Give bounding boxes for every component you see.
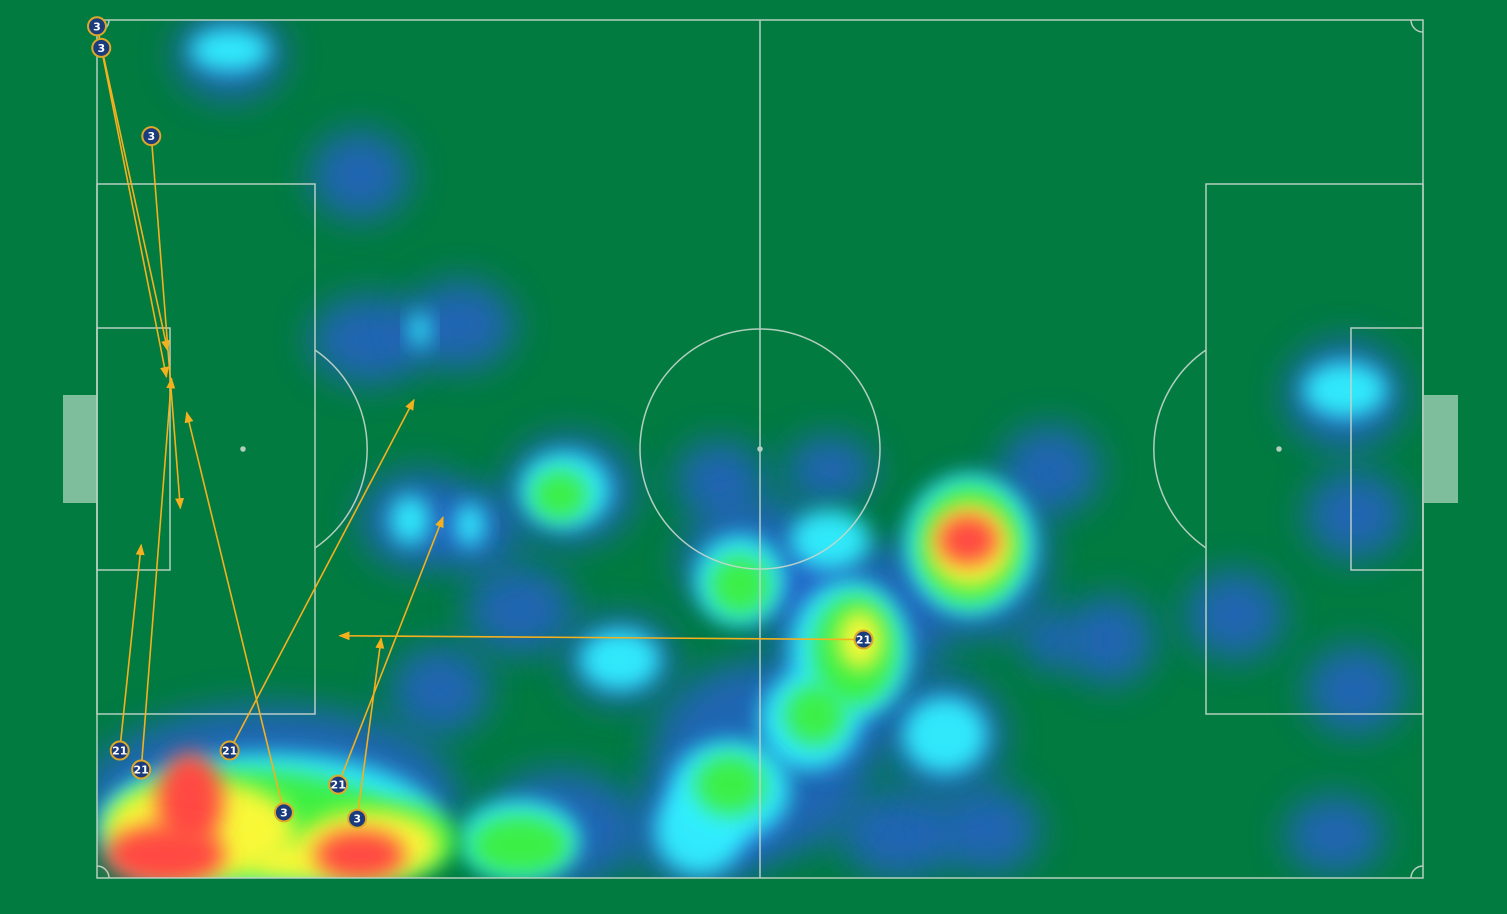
pass-arrow [184, 411, 285, 813]
player-number: 3 [93, 20, 101, 33]
heat-blob [903, 697, 987, 773]
player-marker-circle [328, 774, 349, 795]
heat-blob [710, 555, 770, 615]
player-marker-circle [853, 629, 874, 650]
player-marker-circle [87, 16, 107, 37]
heat-blob [790, 510, 870, 570]
pass-arrow [96, 26, 169, 379]
heat-blob [785, 435, 875, 505]
heat-blob [310, 295, 430, 385]
heat-blob [1285, 795, 1385, 875]
heat-blob [390, 495, 430, 545]
player-marker-circle [131, 759, 152, 780]
player-marker[interactable]: 3 [273, 802, 294, 823]
heat-blob [1305, 645, 1405, 735]
heat-blob [1020, 610, 1080, 670]
heat-blob [1303, 362, 1387, 418]
passes [96, 26, 864, 819]
player-number: 21 [222, 745, 237, 758]
player-number: 21 [112, 745, 127, 758]
heat-blob [405, 280, 515, 370]
player-number: 21 [134, 763, 149, 776]
heat-blob [390, 645, 490, 735]
player-marker[interactable]: 21 [853, 629, 874, 650]
player-marker[interactable]: 21 [131, 759, 152, 780]
pass-arrow [140, 377, 176, 770]
heat-blob [455, 503, 485, 547]
heat-blob [470, 815, 570, 875]
player-number: 21 [331, 779, 346, 792]
heat-blob [695, 755, 765, 815]
heat-blob [1000, 425, 1100, 515]
player-number: 21 [856, 634, 871, 647]
player-marker[interactable]: 3 [91, 37, 112, 58]
pass-arrow [337, 516, 444, 785]
player-marker[interactable]: 3 [141, 126, 162, 147]
heat-blob [1185, 570, 1285, 660]
player-marker[interactable]: 21 [328, 774, 349, 795]
heat-blob [938, 515, 998, 565]
heat-blob [105, 825, 225, 878]
left-goal [63, 395, 97, 503]
player-number: 3 [147, 130, 155, 143]
player-marker-circle [109, 740, 130, 761]
heat-blob [157, 752, 223, 848]
right-goal [1424, 395, 1458, 503]
heat-blob [1305, 470, 1405, 560]
heat-blob [315, 830, 405, 878]
player-marker-circle [347, 808, 368, 829]
player-marker[interactable]: 3 [347, 808, 368, 829]
pass-arrow [150, 136, 185, 510]
heat-blob [580, 630, 660, 690]
heat-blob [190, 28, 270, 72]
player-marker-circle [91, 37, 112, 58]
player-marker-circle [273, 802, 294, 823]
pitch-lines [96, 19, 1424, 879]
player-number: 3 [280, 806, 288, 819]
player-marker[interactable]: 21 [219, 740, 240, 761]
player-marker-circle [141, 126, 162, 147]
heat-blob [532, 470, 588, 520]
heat-blob [840, 790, 960, 878]
player-marker-circle [219, 740, 240, 761]
heat-blob [940, 785, 1040, 875]
player-number: 3 [353, 813, 361, 826]
heat-blob [1065, 595, 1155, 685]
pass-arrow [96, 26, 170, 352]
player-marker[interactable]: 3 [87, 16, 107, 37]
heat-blob [310, 130, 410, 220]
pass-arrow [356, 637, 385, 819]
heat-blob [675, 440, 765, 520]
pass-markers: 3 3 3 21 21 21 3 21 3 21 [87, 16, 874, 829]
pass-arrow [338, 631, 864, 641]
pass-arrow [228, 398, 415, 751]
player-number: 3 [97, 42, 105, 55]
pass-arrow [118, 543, 145, 751]
heat-blob [465, 565, 575, 655]
player-marker[interactable]: 21 [109, 740, 130, 761]
heat-blob [785, 685, 845, 745]
heat-blob [410, 312, 430, 348]
